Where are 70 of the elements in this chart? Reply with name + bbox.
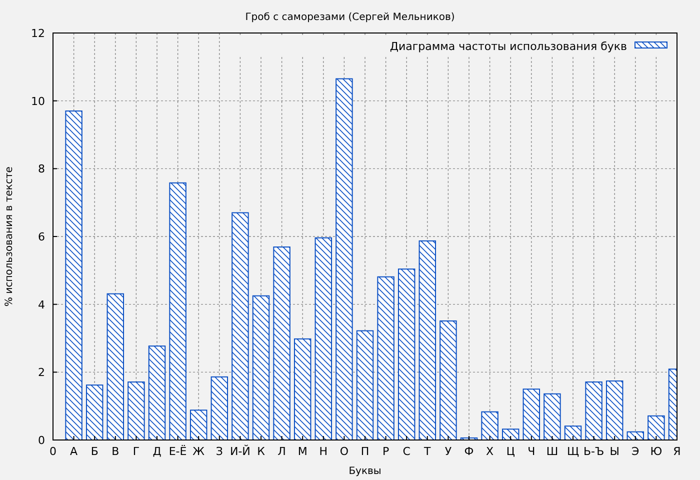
x-tick-label: Т [423, 445, 432, 458]
bar [336, 78, 353, 440]
x-tick-label: П [360, 445, 370, 458]
legend-label: Диаграмма частоты использования букв [390, 40, 627, 53]
x-tick-label: Э [632, 445, 640, 458]
x-tick-label: Д [152, 445, 162, 458]
y-tick-label: 4 [38, 298, 45, 312]
x-tick-label: Я [673, 445, 681, 458]
bar [585, 382, 602, 440]
bar [106, 293, 124, 440]
x-tick-label: А [70, 445, 78, 458]
x-tick-label: С [402, 445, 411, 458]
bar [648, 415, 665, 440]
bar [502, 428, 520, 440]
y-tick-label: 10 [31, 94, 45, 108]
bar [606, 380, 624, 440]
bar [314, 237, 332, 440]
x-tick-label: З [216, 445, 223, 458]
x-tick-label: И-Й [230, 444, 250, 458]
y-tick-label: 0 [38, 434, 45, 447]
bar [148, 346, 166, 440]
x-tick-label: В [112, 445, 120, 458]
bar [626, 431, 644, 440]
bar [273, 246, 290, 440]
x-tick-label: Н [319, 445, 328, 458]
bar [398, 268, 416, 440]
x-tick-label: М [298, 445, 308, 458]
bar [544, 393, 561, 440]
bar [65, 110, 82, 440]
y-tick-label: 2 [38, 366, 45, 380]
y-tick-label: 8 [38, 162, 45, 176]
x-tick-label: Ы [610, 445, 620, 458]
x-tick-label: Х [486, 445, 494, 458]
x-tick-label: Ь-Ъ [583, 445, 604, 458]
bar [564, 426, 582, 440]
bar [252, 295, 270, 440]
x-tick-label: 0 [50, 445, 56, 458]
x-tick-label: О [340, 445, 349, 458]
bar [86, 384, 104, 440]
x-axis-title: Буквы [348, 466, 382, 477]
x-tick-label: Ч [528, 445, 536, 458]
bar [232, 212, 249, 440]
y-tick-label: 12 [31, 27, 45, 40]
x-tick-label: Ф [464, 445, 474, 458]
y-axis-title: % использования в тексте [4, 166, 15, 306]
x-tick-label: Л [278, 445, 286, 458]
bar [128, 382, 145, 440]
bar [481, 411, 498, 440]
x-tick-label: Б [90, 445, 98, 458]
bar [190, 410, 208, 440]
y-tick-label: 6 [38, 230, 45, 244]
x-tick-label: Ш [546, 445, 558, 458]
bar [210, 376, 228, 440]
chart-title: Гроб с саморезами (Сергей Мельников) [245, 12, 455, 23]
bar [356, 330, 374, 440]
bar [418, 240, 436, 440]
bar [377, 276, 394, 440]
x-tick-label: Ц [506, 445, 516, 458]
bar [522, 388, 540, 440]
x-tick-label: К [257, 445, 266, 458]
bar [440, 320, 457, 440]
x-tick-label: Е-Ё [168, 444, 187, 458]
bar [294, 338, 312, 440]
x-tick-label: Р [382, 445, 390, 458]
x-tick-label: Г [132, 445, 140, 458]
x-tick-label: У [444, 445, 452, 458]
x-tick-label: Ж [192, 445, 205, 458]
x-tick-label: Ю [650, 445, 662, 458]
bar [169, 182, 186, 440]
x-tick-label: Щ [566, 445, 580, 458]
